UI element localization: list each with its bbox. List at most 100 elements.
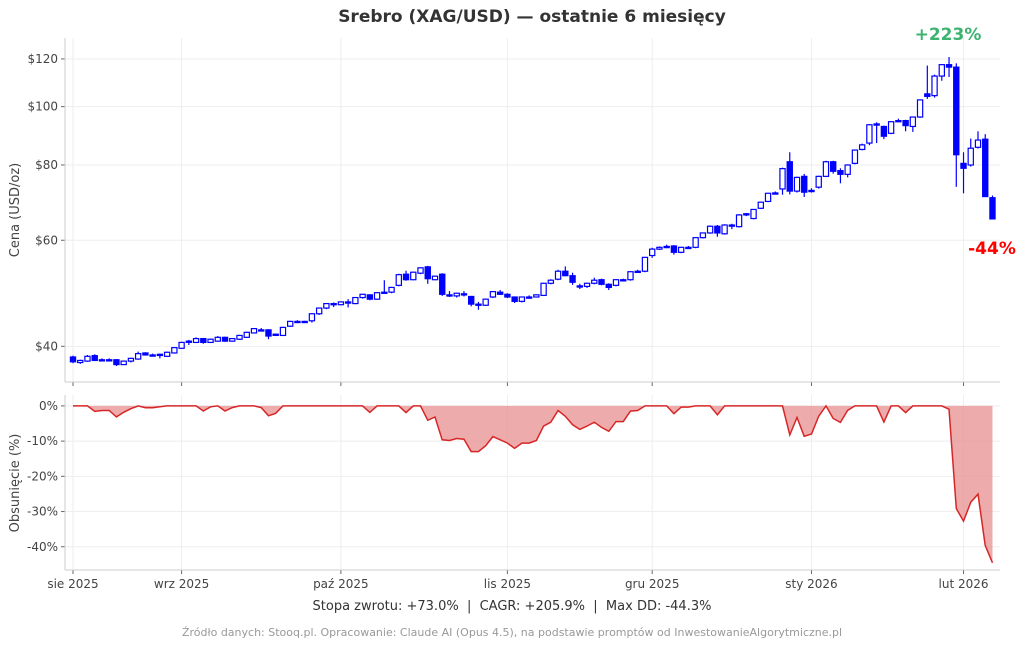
candle [330,302,337,307]
candle [200,337,207,344]
candle [294,320,301,324]
candle [373,292,381,300]
candle [77,359,84,364]
candle-body-up [931,75,938,97]
drawdown-y-tick-label: -30% [27,505,58,519]
candle-body-up [489,291,497,298]
candle [685,245,692,250]
candle-body-up [77,359,84,364]
candle-body-up [540,282,547,296]
candle [344,299,352,308]
candle [489,291,497,299]
candle [692,237,699,249]
candle-body-up [974,139,982,148]
candle [931,74,938,98]
candle [359,293,366,299]
candle-body-down [960,162,967,169]
candle [482,298,489,306]
candle [366,294,374,301]
candle-body-up [735,214,743,228]
candle [120,360,127,366]
candle-body-down [562,270,569,277]
candle-body-up [808,189,815,193]
candle [851,149,859,165]
candle-body-up [287,320,294,327]
candle [793,176,801,193]
candle-body-up [178,341,185,349]
candle [192,337,200,344]
candle [287,320,294,327]
candle-body-up [887,121,895,134]
candle [221,336,229,342]
candle-body-up [692,237,699,248]
candle-body-up [851,149,859,164]
candle [178,341,185,349]
price-y-tick-label: $120 [27,52,58,66]
candle-body-up [214,336,221,342]
candle [243,331,250,338]
candle-body-up [344,301,352,304]
candle [583,282,591,288]
x-tick-label: gru 2025 [625,577,680,591]
candle [808,188,815,193]
candle [909,116,917,132]
candle-body-up [793,176,801,192]
candle [866,124,873,146]
candle-body-up [301,320,308,324]
candle-body-up [620,279,627,282]
candle [69,355,77,364]
candle-body-up [250,328,258,334]
candle [634,269,641,274]
candle-body-up [475,303,482,306]
candle-body-up [518,296,526,302]
candle [156,353,164,359]
candle-body-up [866,124,873,144]
candle [591,277,598,285]
candle-body-up [279,326,287,337]
candle [562,266,569,277]
candle-body-down [402,273,410,281]
candle [446,291,453,297]
candle [554,269,562,281]
candle [258,328,265,332]
candle-body-up [648,248,656,257]
candle [352,296,359,305]
candle [84,354,91,362]
candle [315,307,323,315]
candle [721,224,728,235]
candle [960,152,967,194]
drawdown-y-tick-label: 0% [39,399,58,413]
candle [91,354,98,362]
candle-body-up [207,338,214,344]
candle-body-down [880,125,888,137]
candle [873,122,880,144]
candle-body-down [221,336,229,342]
candle [967,138,974,167]
candle-body-up [134,353,142,360]
candle [431,275,439,281]
candle [612,279,620,287]
candle [250,328,258,334]
axes: $40 $60 $80 $100 $120 0% -10% -20% -30% -40% sie 2… [27,38,1000,591]
candle [185,339,193,346]
gain-annotation: +223% [915,25,982,45]
candle-body-up [105,359,113,362]
drawdown-fill [73,405,993,563]
candle [127,357,135,363]
candle [706,225,714,234]
candle [163,351,171,357]
candle [837,168,844,184]
candle [475,301,482,310]
candle [504,293,511,299]
candle-body-down [265,329,272,337]
candle [699,232,707,239]
candle-body-up [822,161,830,177]
candle [149,353,156,357]
candle-body-down [801,175,808,193]
summary-stats: Stopa zwrotu: +73.0% | CAGR: +205.9% | M… [313,599,712,614]
drawdown-line [73,404,994,564]
x-tick-label: lut 2026 [939,577,989,591]
candle [880,125,888,140]
candle [533,294,540,298]
candle [229,337,236,342]
